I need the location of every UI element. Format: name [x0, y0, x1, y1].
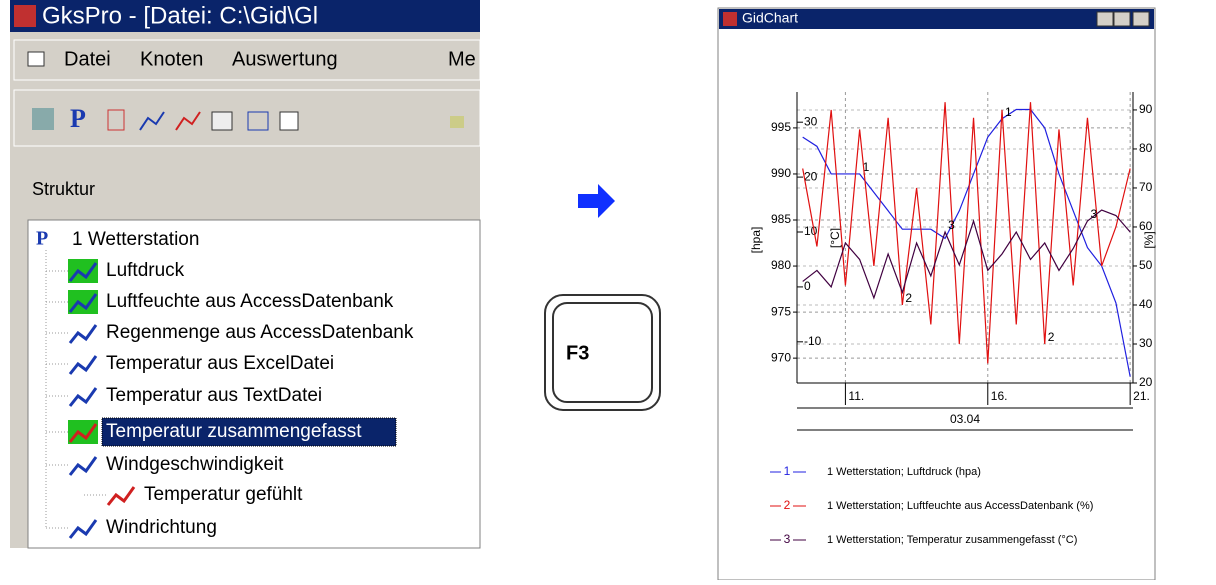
y2-axis-label: [%]	[1142, 231, 1156, 248]
y2-tick-label: 80	[1139, 141, 1153, 155]
chart-icon	[723, 12, 737, 26]
tree-item[interactable]: Windrichtung	[106, 517, 217, 538]
legend-marker: 3	[784, 532, 791, 546]
tool-icon[interactable]	[450, 116, 464, 128]
y2-tick-label: 70	[1139, 180, 1153, 194]
tree-item[interactable]: Regenmenge aus AccessDatenbank	[106, 322, 414, 343]
chart-window-title: GidChart	[742, 10, 798, 26]
y2-tick-label: 60	[1139, 219, 1153, 233]
tool-icon[interactable]: P	[70, 104, 86, 133]
menu-item[interactable]: Datei	[64, 48, 111, 70]
key-label: F3	[566, 342, 589, 364]
y3-tick-label: 30	[804, 114, 818, 128]
y3-tick-label: 0	[804, 279, 811, 293]
y3-tick-label: 20	[804, 169, 818, 183]
app-icon	[14, 5, 36, 27]
menu-item[interactable]: Me	[448, 48, 476, 70]
legend-marker: 1	[784, 464, 791, 478]
y3-axis-label: [°C]	[828, 228, 842, 248]
y-tick-label: 980	[771, 258, 791, 272]
maximize-button[interactable]	[1114, 12, 1130, 26]
window-buttons	[1097, 12, 1149, 26]
y-tick-label: 970	[771, 350, 791, 364]
tool-icon[interactable]	[280, 112, 298, 130]
chart-window	[718, 8, 1155, 580]
x-group-label: 03.04	[950, 412, 980, 426]
tree-item[interactable]: 1 Wetterstation	[72, 229, 199, 250]
minimize-button[interactable]	[1097, 12, 1113, 26]
legend-label: 1 Wetterstation; Luftfeuchte aus AccessD…	[827, 500, 1093, 512]
y-tick-label: 995	[771, 120, 791, 134]
y2-tick-label: 30	[1139, 336, 1153, 350]
tree-icon: P	[36, 228, 48, 250]
tree-item[interactable]: Luftfeuchte aus AccessDatenbank	[106, 291, 394, 312]
tool-icon[interactable]	[32, 108, 54, 130]
menu-item[interactable]: Knoten	[140, 48, 203, 70]
arrow	[578, 184, 615, 218]
tree-item[interactable]: Temperatur zusammengefasst	[106, 421, 362, 442]
y2-tick-label: 90	[1139, 102, 1153, 116]
panel-title: Struktur	[32, 179, 95, 199]
legend-marker: 2	[784, 498, 791, 512]
y-tick-label: 990	[771, 166, 791, 180]
x-tick-label: 16.	[991, 389, 1008, 403]
y-tick-label: 985	[771, 212, 791, 226]
line-label: 2	[905, 291, 912, 305]
close-button[interactable]	[1133, 12, 1149, 26]
y2-tick-label: 40	[1139, 297, 1153, 311]
tree-item[interactable]: Temperatur aus ExcelDatei	[106, 353, 334, 374]
legend-label: 1 Wetterstation; Temperatur zusammengefa…	[827, 534, 1077, 546]
legend-label: 1 Wetterstation; Luftdruck (hpa)	[827, 466, 981, 478]
y3-tick-label: -10	[804, 334, 822, 348]
tree-item[interactable]: Luftdruck	[106, 260, 185, 281]
tree-item[interactable]: Temperatur gefühlt	[144, 484, 303, 505]
menu-item[interactable]: Auswertung	[232, 48, 338, 70]
window-title: GksPro - [Datei: C:\Gid\Gl	[42, 2, 318, 29]
line-label: 3	[1090, 207, 1097, 221]
tool-icon[interactable]	[212, 112, 232, 130]
y2-tick-label: 20	[1139, 375, 1153, 389]
x-tick-label: 11.	[848, 389, 864, 403]
y-axis-label: [hpa]	[749, 227, 763, 254]
menu-icon	[28, 52, 44, 66]
y-tick-label: 975	[771, 304, 791, 318]
page: GksPro - [Datei: C:\Gid\Gl Datei Knoten Au…	[0, 0, 1216, 580]
tree-item[interactable]: Temperatur aus TextDatei	[106, 385, 322, 406]
y2-tick-label: 50	[1139, 258, 1153, 272]
line-label: 3	[948, 218, 955, 232]
line-label: 2	[1048, 330, 1055, 344]
line-label: 1	[1005, 105, 1012, 119]
x-tick-label: 21.	[1133, 389, 1150, 403]
tree-item[interactable]: Windgeschwindigkeit	[106, 454, 284, 475]
